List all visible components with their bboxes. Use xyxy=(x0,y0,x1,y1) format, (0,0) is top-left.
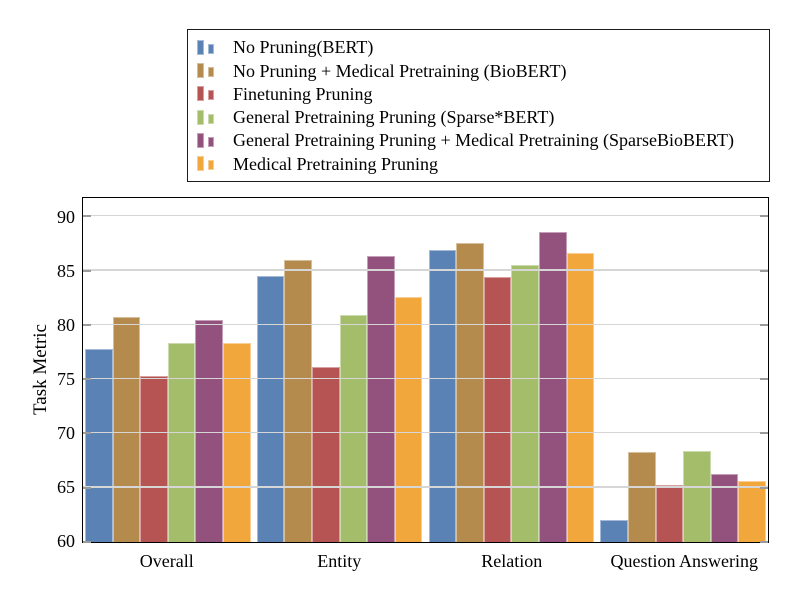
y-tick-label: 80 xyxy=(57,315,75,336)
bar xyxy=(710,473,739,542)
y-tick-mark xyxy=(760,541,768,543)
bars-container xyxy=(83,198,768,542)
legend-swatch-bar xyxy=(208,113,214,124)
legend-swatch-icon xyxy=(197,86,215,102)
y-tick-mark xyxy=(83,269,91,272)
grid-line xyxy=(83,323,768,325)
bar xyxy=(600,520,628,542)
bar xyxy=(655,484,684,542)
bar xyxy=(195,319,223,542)
legend-swatch-icon xyxy=(197,132,215,148)
grid-line xyxy=(83,486,768,488)
bar xyxy=(140,375,168,542)
x-category-labels: Overall Entity Relation Question Answering xyxy=(82,551,769,572)
legend-swatch-icon xyxy=(197,109,215,125)
y-tick-mark xyxy=(83,323,91,326)
y-tick-label: 90 xyxy=(57,206,75,227)
y-tick-mark xyxy=(760,432,768,435)
y-tick-mark xyxy=(83,378,91,381)
legend-item: General Pretraining Pruning + Medical Pr… xyxy=(197,131,765,149)
legend-label: No Pruning(BERT) xyxy=(233,37,374,58)
bar xyxy=(222,343,251,542)
y-tick-label: 65 xyxy=(57,477,75,498)
y-tick-label: 60 xyxy=(57,531,75,552)
bar xyxy=(394,296,423,542)
y-tick-mark xyxy=(760,269,768,272)
grid-line xyxy=(83,215,768,217)
bar-group xyxy=(256,198,423,542)
legend-swatch-bar xyxy=(208,136,214,147)
bar xyxy=(112,317,141,542)
y-tick-mark xyxy=(760,323,768,326)
y-tick-mark xyxy=(760,486,768,489)
bar xyxy=(284,259,312,542)
bar-group xyxy=(600,198,766,542)
y-tick-mark xyxy=(83,215,91,218)
legend-item: General Pretraining Pruning (Sparse*BERT… xyxy=(197,108,765,126)
legend-swatch-bar xyxy=(197,63,204,79)
bar xyxy=(311,367,340,542)
y-tick-labels: 60 65 70 75 80 85 90 xyxy=(0,197,76,551)
legend-label: Medical Pretraining Pruning xyxy=(233,153,438,174)
legend-item: No Pruning + Medical Pretraining (BioBER… xyxy=(197,62,765,80)
legend-swatch-bar xyxy=(197,39,204,55)
bar xyxy=(738,481,766,542)
y-tick-mark xyxy=(83,486,91,489)
y-tick-mark xyxy=(760,378,768,381)
y-tick-mark xyxy=(760,215,768,218)
grid-line xyxy=(83,432,768,434)
y-tick-label: 70 xyxy=(57,423,75,444)
bar xyxy=(483,277,512,542)
legend-label: General Pretraining Pruning + Medical Pr… xyxy=(233,130,734,151)
y-tick-label: 75 xyxy=(57,369,75,390)
legend-swatch-icon xyxy=(197,156,215,172)
bar xyxy=(683,450,711,542)
legend-item: Finetuning Pruning xyxy=(197,85,765,103)
bar xyxy=(511,265,539,542)
x-category-label: Overall xyxy=(139,551,194,571)
bar xyxy=(538,231,567,542)
bar xyxy=(85,348,113,542)
legend-label: No Pruning + Medical Pretraining (BioBER… xyxy=(233,60,567,81)
bar xyxy=(339,315,368,542)
grid-line xyxy=(83,377,768,380)
bar xyxy=(627,451,656,542)
grid-line xyxy=(83,269,768,271)
bar-group xyxy=(428,198,595,542)
legend-swatch-bar xyxy=(208,160,214,171)
legend-swatch-bar xyxy=(197,132,204,148)
bar xyxy=(256,276,285,542)
bar xyxy=(456,242,484,542)
legend-swatch-bar xyxy=(197,86,204,102)
bar xyxy=(428,250,457,542)
legend-swatch-bar xyxy=(208,90,214,101)
legend-item: No Pruning(BERT) xyxy=(197,38,765,56)
legend-swatch-icon xyxy=(197,39,215,55)
y-tick-mark xyxy=(83,432,91,435)
plot-area xyxy=(82,197,769,543)
legend-swatch-icon xyxy=(197,63,215,79)
legend-item: Medical Pretraining Pruning xyxy=(197,155,765,173)
bar xyxy=(167,343,196,542)
x-category-label: Question Answering xyxy=(610,551,758,571)
legend-label: Finetuning Pruning xyxy=(233,83,373,104)
legend-swatch-bar xyxy=(208,43,214,54)
legend-swatch-bar xyxy=(197,109,204,125)
bar xyxy=(566,253,595,542)
legend-swatch-bar xyxy=(208,67,214,78)
bar-group xyxy=(85,198,251,542)
legend-label: General Pretraining Pruning (Sparse*BERT… xyxy=(233,107,555,128)
legend: No Pruning(BERT) No Pruning + Medical Pre… xyxy=(187,29,770,182)
bar xyxy=(367,255,395,542)
x-category-label: Relation xyxy=(481,551,543,571)
x-category-label: Entity xyxy=(317,551,362,571)
y-tick-mark xyxy=(83,541,91,543)
y-tick-label: 85 xyxy=(57,261,75,282)
legend-swatch-bar xyxy=(197,156,204,172)
